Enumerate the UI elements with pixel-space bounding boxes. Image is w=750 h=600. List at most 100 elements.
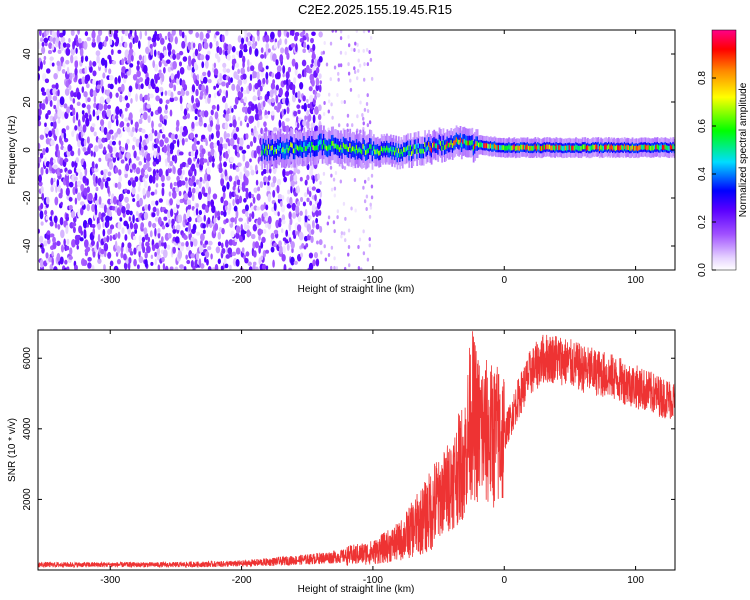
- heatmap-cell: [237, 162, 242, 167]
- heatmap-cell: [278, 217, 282, 224]
- heatmap-cell: [195, 97, 199, 104]
- heatmap-cell: [206, 174, 211, 182]
- heatmap-cell: [334, 143, 337, 149]
- heatmap-cell: [89, 88, 94, 98]
- heatmap-cell: [138, 161, 143, 166]
- heatmap-cell: [302, 48, 307, 54]
- heatmap-cell: [45, 196, 50, 205]
- heatmap-cell: [310, 37, 314, 44]
- heatmap-cell: [246, 144, 250, 149]
- heatmap-cell: [282, 65, 286, 74]
- heatmap-cell: [64, 259, 68, 265]
- heatmap-cell: [201, 110, 205, 118]
- heatmap-cell: [370, 195, 374, 200]
- colorbar: 0.00.20.40.60.8 Normalized spectral ampl…: [697, 29, 749, 277]
- heatmap-cell: [530, 145, 533, 151]
- heatmap-cell: [88, 192, 93, 202]
- heatmap-cell: [656, 144, 659, 150]
- heatmap-cell: [166, 151, 171, 157]
- heatmap-cell: [319, 80, 322, 85]
- heatmap-cell: [249, 165, 253, 171]
- heatmap-cell: [224, 143, 228, 150]
- heatmap-cell: [216, 117, 220, 126]
- heatmap-cell: [273, 149, 275, 155]
- heatmap-cell: [108, 215, 113, 221]
- heatmap-cell: [425, 146, 428, 152]
- heatmap-cell: [329, 145, 332, 151]
- heatmap-cell: [75, 34, 79, 42]
- heatmap-cell: [309, 146, 312, 152]
- heatmap-cell: [63, 132, 67, 140]
- heatmap-cell: [181, 31, 185, 39]
- heatmap-cell: [72, 186, 76, 196]
- heatmap-cell: [66, 106, 71, 114]
- heatmap-cell: [203, 110, 209, 118]
- heatmap-cell: [383, 145, 386, 151]
- heatmap-cell: [625, 145, 627, 151]
- heatmap-cell: [331, 115, 334, 120]
- heatmap-cell: [368, 144, 371, 149]
- heatmap-cell: [250, 205, 255, 211]
- heatmap-cell: [142, 111, 148, 121]
- heatmap-cell: [173, 84, 177, 92]
- x-tick-label: -300: [100, 275, 120, 286]
- heatmap-cell: [220, 265, 225, 270]
- heatmap-cell: [44, 41, 48, 47]
- heatmap-cell: [57, 49, 62, 55]
- heatmap-cell: [266, 91, 271, 97]
- heatmap-cell: [156, 247, 161, 256]
- heatmap-cell: [183, 266, 187, 270]
- heatmap-cell: [120, 251, 124, 259]
- heatmap-cell: [120, 159, 125, 164]
- heatmap-cell: [297, 215, 302, 223]
- heatmap-cell: [232, 144, 238, 150]
- heatmap-cell: [82, 219, 88, 229]
- heatmap-cell: [53, 215, 58, 224]
- heatmap-cell: [273, 242, 278, 248]
- heatmap-cell: [248, 216, 252, 222]
- heatmap-cell: [339, 179, 343, 184]
- heatmap-cell: [350, 147, 353, 153]
- heatmap-cell: [285, 77, 289, 86]
- heatmap-cell: [95, 163, 98, 169]
- heatmap-cell: [182, 56, 188, 62]
- heatmap-cell: [114, 30, 119, 34]
- heatmap-cell: [223, 161, 227, 168]
- heatmap-cell: [277, 211, 280, 217]
- heatmap-cell: [585, 145, 588, 151]
- heatmap-cell: [297, 200, 301, 207]
- heatmap-cell: [112, 152, 117, 158]
- heatmap-cell: [362, 229, 365, 234]
- heatmap-cell: [250, 169, 255, 176]
- heatmap-cell: [248, 82, 252, 92]
- heatmap-cell: [664, 144, 667, 150]
- heatmap-cell: [158, 123, 162, 128]
- heatmap-cell: [130, 118, 133, 125]
- heatmap-cell: [529, 146, 532, 151]
- heatmap-cell: [193, 137, 197, 146]
- heatmap-cell: [43, 37, 49, 44]
- heatmap-cell: [56, 167, 61, 177]
- heatmap-cell: [46, 68, 51, 74]
- heatmap-cell: [170, 133, 176, 140]
- heatmap-cell: [121, 227, 125, 235]
- heatmap-cell: [38, 228, 40, 234]
- heatmap-cell: [145, 160, 150, 169]
- heatmap-cell: [301, 59, 307, 67]
- heatmap-cell: [184, 219, 188, 224]
- heatmap-cell: [357, 148, 359, 154]
- heatmap-cell: [622, 145, 625, 151]
- heatmap-cell: [601, 145, 604, 151]
- heatmap-cell: [166, 59, 171, 64]
- heatmap-cell: [266, 184, 271, 192]
- heatmap-cell: [159, 139, 165, 147]
- heatmap-cell: [70, 210, 76, 219]
- heatmap-cell: [157, 132, 161, 140]
- heatmap-cell: [660, 144, 663, 150]
- heatmap-cell: [89, 114, 92, 122]
- heatmap-cell: [133, 235, 137, 241]
- heatmap-cell: [109, 75, 114, 81]
- heatmap-cell: [126, 126, 131, 133]
- heatmap-cell: [514, 146, 517, 151]
- heatmap-cell: [191, 163, 196, 172]
